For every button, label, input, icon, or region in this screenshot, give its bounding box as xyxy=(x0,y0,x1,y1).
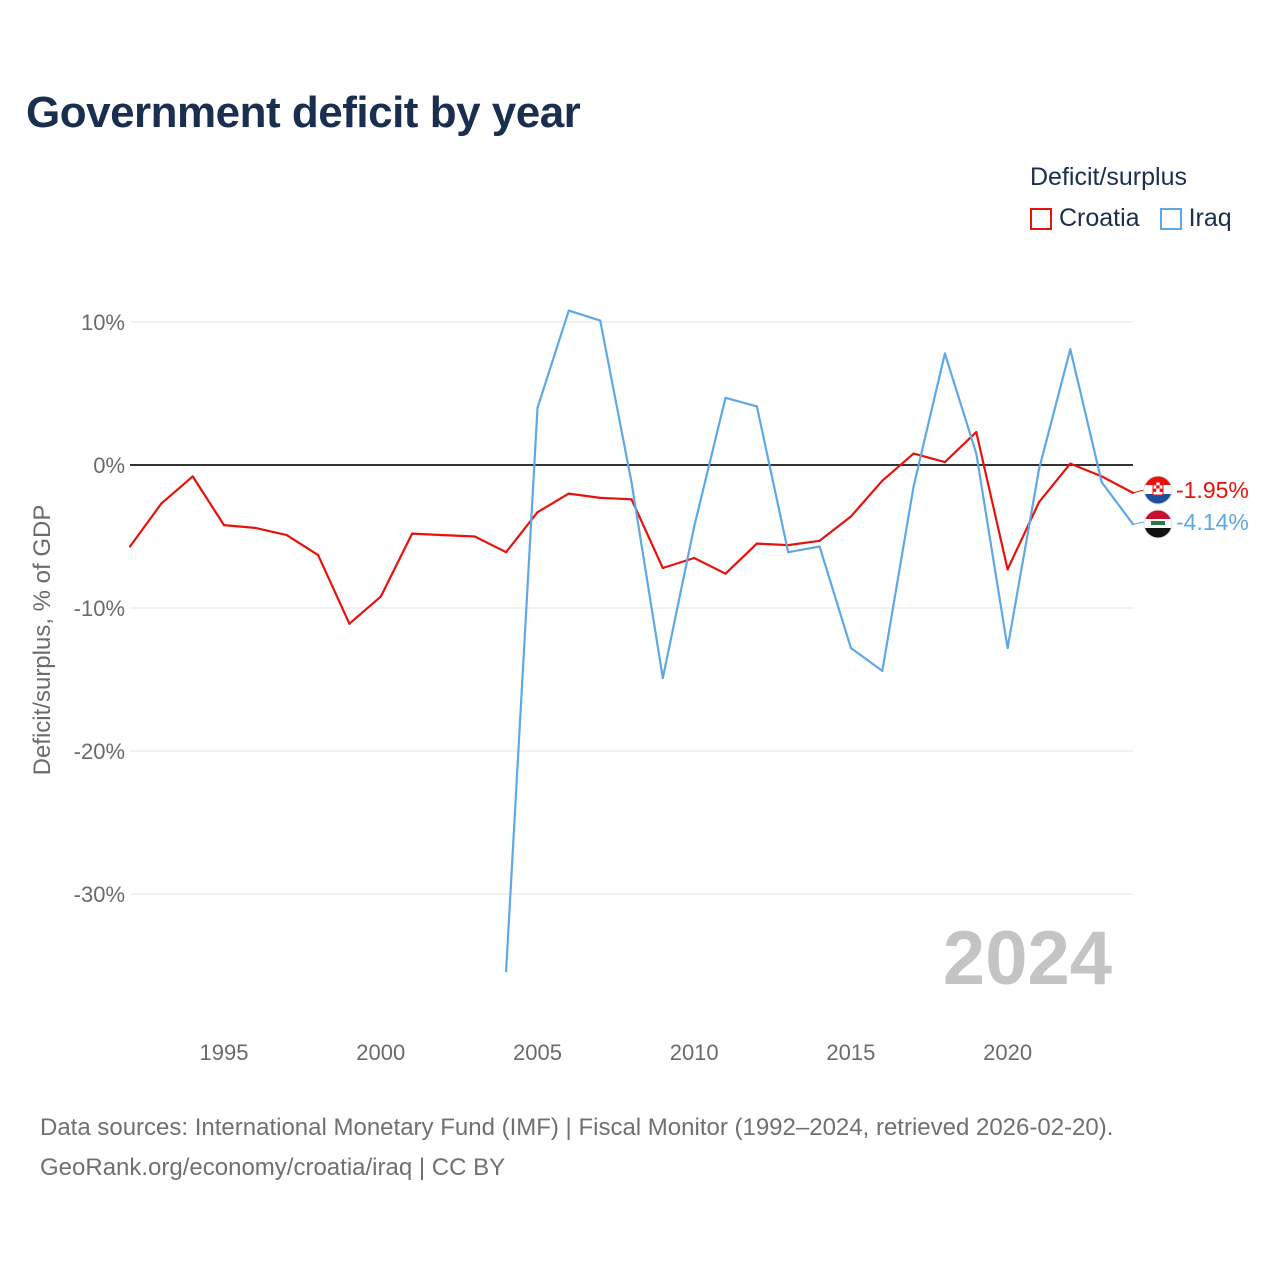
data-point-iraq xyxy=(536,406,539,409)
data-point-croatia xyxy=(912,452,915,455)
data-point-iraq xyxy=(630,481,633,484)
end-value-label-croatia: -1.95% xyxy=(1176,477,1249,503)
x-axis-ticks: 1995 2000 2005 2010 2015 2020 xyxy=(200,1040,1033,1065)
legend: Croatia Iraq xyxy=(1030,204,1232,233)
data-point-iraq xyxy=(818,545,821,548)
end-labels: -1.95% -4.14% xyxy=(1132,477,1249,535)
y-tick-label: 0% xyxy=(93,453,125,478)
y-tick-label: -30% xyxy=(74,882,125,907)
data-point-croatia xyxy=(881,479,884,482)
legend-item-iraq[interactable]: Iraq xyxy=(1159,204,1232,233)
legend-label-croatia: Croatia xyxy=(1059,204,1140,232)
x-tick-label: 2000 xyxy=(356,1040,405,1065)
y-axis-ticks: 10% 0% -10% -20% -30% xyxy=(74,310,125,907)
y-tick-label: -10% xyxy=(74,596,125,621)
data-point-iraq xyxy=(755,405,758,408)
data-point-croatia xyxy=(316,553,320,557)
data-point-croatia xyxy=(630,498,633,501)
data-point-iraq xyxy=(787,551,790,554)
x-tick-label: 2010 xyxy=(670,1040,719,1065)
legend-item-croatia[interactable]: Croatia xyxy=(1030,204,1140,233)
data-point-croatia xyxy=(975,431,978,434)
data-point-iraq xyxy=(661,676,664,680)
iraq-flag-border xyxy=(1143,509,1173,539)
footer: Data sources: International Monetary Fun… xyxy=(40,1108,1113,1188)
data-point-iraq xyxy=(1006,646,1009,650)
data-point-croatia xyxy=(599,496,602,499)
chart-title: Government deficit by year xyxy=(26,88,581,137)
data-point-iraq xyxy=(1037,468,1041,471)
data-point-croatia xyxy=(379,595,382,598)
data-point-croatia xyxy=(1069,462,1072,465)
data-point-croatia xyxy=(160,502,163,505)
data-point-croatia xyxy=(849,515,853,518)
legend-swatch-iraq xyxy=(1159,207,1182,230)
croatia-flag-icon xyxy=(1144,476,1172,504)
legend-title: Deficit/surplus xyxy=(1030,163,1187,191)
legend-label-iraq: Iraq xyxy=(1188,204,1232,232)
data-point-iraq xyxy=(943,352,947,355)
data-point-croatia xyxy=(567,492,570,495)
iraq-flag-icon xyxy=(1144,510,1172,538)
data-point-croatia xyxy=(128,545,132,548)
end-value-label-iraq: -4.14% xyxy=(1176,509,1249,535)
data-point-iraq xyxy=(693,525,696,528)
data-point-croatia xyxy=(943,461,947,464)
data-point-croatia xyxy=(222,523,226,527)
data-point-croatia xyxy=(1037,501,1041,504)
y-tick-label: 10% xyxy=(81,310,125,335)
data-point-iraq xyxy=(724,396,727,399)
data-point-iraq xyxy=(1069,348,1072,351)
data-point-iraq xyxy=(599,319,602,322)
data-point-croatia xyxy=(818,539,821,542)
data-point-croatia xyxy=(755,542,758,545)
series-line-iraq xyxy=(505,309,1134,972)
x-tick-label: 2015 xyxy=(826,1040,875,1065)
footer-attribution[interactable]: GeoRank.org/economy/croatia/iraq | CC BY xyxy=(40,1154,506,1181)
data-point-croatia xyxy=(661,566,664,570)
series-line-croatia xyxy=(129,431,1134,625)
data-point-croatia xyxy=(505,551,508,554)
data-point-iraq xyxy=(505,970,508,973)
data-point-iraq xyxy=(975,452,978,455)
data-point-croatia xyxy=(473,535,476,538)
gridlines xyxy=(130,321,1133,895)
data-point-croatia xyxy=(442,533,445,537)
x-tick-label: 2005 xyxy=(513,1040,562,1065)
data-point-iraq xyxy=(912,485,915,488)
data-point-iraq xyxy=(881,669,884,673)
end-connector-iraq xyxy=(1132,521,1145,525)
data-point-iraq xyxy=(849,646,853,650)
legend-swatch-croatia xyxy=(1030,207,1052,230)
x-tick-label: 2020 xyxy=(983,1040,1032,1065)
croatia-flag-border xyxy=(1143,475,1173,505)
data-point-croatia xyxy=(724,572,727,575)
data-point-croatia xyxy=(1006,568,1009,571)
series-lines xyxy=(128,309,1135,973)
end-connector-croatia xyxy=(1132,489,1145,494)
data-point-croatia xyxy=(348,622,351,625)
x-tick-label: 1995 xyxy=(200,1040,249,1065)
data-point-croatia xyxy=(254,526,257,530)
data-point-iraq xyxy=(567,309,570,312)
y-tick-label: -20% xyxy=(74,739,125,764)
data-point-croatia xyxy=(285,533,288,537)
y-axis-label: Deficit/surplus, % of GDP xyxy=(29,505,56,776)
footer-sources: Data sources: International Monetary Fun… xyxy=(40,1114,1114,1141)
data-point-croatia xyxy=(410,532,414,535)
data-point-croatia xyxy=(693,556,696,560)
data-point-croatia xyxy=(191,475,194,478)
data-point-iraq xyxy=(1100,481,1103,484)
data-point-croatia xyxy=(536,511,539,514)
current-year-watermark: 2024 xyxy=(943,916,1112,1001)
